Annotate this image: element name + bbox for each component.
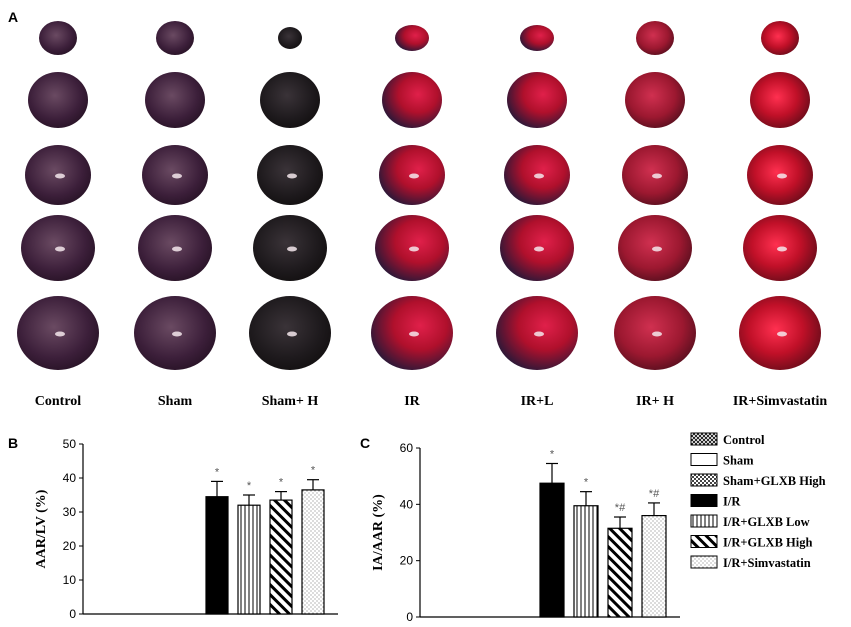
bar: [205, 496, 229, 615]
chart-aar-lv: 0 10 20 30 40 50 AAR/LV (%) * * * *: [34, 437, 338, 621]
ventricle-cavity: [287, 246, 297, 252]
legend-swatch: [690, 494, 718, 507]
ventricle-cavity: [777, 246, 787, 252]
y-axis-title: AAR/LV (%): [34, 489, 49, 568]
legend-swatch: [690, 514, 718, 528]
legend-label: I/R+Simvastatin: [723, 556, 811, 570]
group-label: IR: [404, 394, 420, 409]
ventricle-cavity: [652, 246, 662, 252]
y-tick-label: 20: [63, 539, 77, 553]
legend: Control Sham Sham+GLXB High I/R I/R+GLXB Low…: [690, 432, 826, 570]
legend-swatch: [690, 453, 718, 466]
ventricle-cavity: [777, 173, 787, 179]
ventricle-cavity: [652, 331, 662, 337]
significance-marker: *: [584, 477, 589, 489]
y-tick-label: 10: [63, 573, 77, 587]
legend-label: Sham: [723, 454, 754, 468]
ventricle-cavity: [55, 246, 65, 252]
y-axis-title: IA/AAR (%): [371, 494, 386, 571]
bar: [301, 489, 325, 615]
legend-swatch: [690, 555, 718, 569]
bar: [641, 514, 667, 618]
group-label: Sham+ H: [262, 394, 319, 409]
ventricle-cavity: [287, 173, 297, 179]
legend-label: Sham+GLXB High: [723, 474, 826, 488]
group-label: IR+L: [521, 394, 554, 409]
significance-marker: *: [550, 448, 555, 460]
significance-marker: *: [279, 477, 284, 489]
panel-a-letter: A: [8, 9, 18, 25]
significance-marker: *#: [649, 488, 660, 500]
ventricle-cavity: [534, 246, 544, 252]
significance-marker: *#: [615, 502, 626, 514]
bar: [539, 482, 565, 618]
chart-ia-aar: 0 20 40 60 IA/AAR (%) * * *# *#: [371, 441, 680, 624]
legend-label: I/R+GLXB High: [723, 536, 812, 550]
group-labels: Control Sham Sham+ H IR IR+L IR+ H IR+Simvasta…: [35, 394, 828, 409]
significance-marker: *: [311, 465, 316, 477]
y-tick-label: 40: [400, 497, 414, 511]
significance-marker: *: [247, 480, 252, 492]
significance-marker: *: [215, 466, 220, 478]
legend-label: I/R+GLXB Low: [723, 515, 810, 529]
heart-slice: [625, 72, 685, 128]
heart-slice: [278, 27, 302, 49]
bar: [269, 499, 293, 615]
ventricle-cavity: [534, 331, 544, 337]
heart-slice: [507, 72, 567, 128]
heart-slice: [145, 72, 205, 128]
group-label: IR+Simvastatin: [733, 394, 828, 409]
y-tick-label: 30: [63, 505, 77, 519]
ventricle-cavity: [55, 173, 65, 179]
heart-slice: [761, 21, 799, 55]
y-tick-label: 60: [400, 441, 414, 455]
bar: [607, 527, 633, 618]
heart-slice: [260, 72, 320, 128]
ventricle-cavity: [777, 331, 787, 337]
ventricle-cavity: [55, 331, 65, 337]
heart-slice: [39, 21, 77, 55]
legend-swatch: [690, 535, 718, 548]
ventricle-cavity: [172, 246, 182, 252]
ventricle-cavity: [172, 331, 182, 337]
heart-slice: [156, 21, 194, 55]
legend-swatch: [690, 473, 718, 487]
legend-label: I/R: [723, 495, 741, 509]
group-label: IR+ H: [636, 394, 674, 409]
bar: [573, 505, 599, 618]
y-tick-label: 0: [406, 610, 413, 624]
group-label: Control: [35, 394, 82, 409]
y-tick-label: 20: [400, 554, 414, 568]
legend-swatch: [690, 432, 718, 446]
heart-slice: [520, 25, 554, 51]
bar: [237, 504, 261, 615]
group-label: Sham: [158, 394, 193, 409]
y-tick-label: 50: [63, 437, 77, 451]
panel-c-letter: C: [360, 435, 370, 451]
ventricle-cavity: [534, 173, 544, 179]
heart-slice: [382, 72, 442, 128]
heart-slice: [395, 25, 429, 51]
heart-slice: [750, 72, 810, 128]
heart-slice-grid: [17, 21, 821, 370]
ventricle-cavity: [172, 173, 182, 179]
legend-label: Control: [723, 433, 765, 447]
heart-slice: [636, 21, 674, 55]
heart-slice: [28, 72, 88, 128]
y-tick-label: 40: [63, 471, 77, 485]
ventricle-cavity: [652, 173, 662, 179]
y-tick-label: 0: [69, 607, 76, 621]
ventricle-cavity: [287, 331, 297, 337]
panel-b-letter: B: [8, 435, 18, 451]
ventricle-cavity: [409, 173, 419, 179]
ventricle-cavity: [409, 246, 419, 252]
ventricle-cavity: [409, 331, 419, 337]
